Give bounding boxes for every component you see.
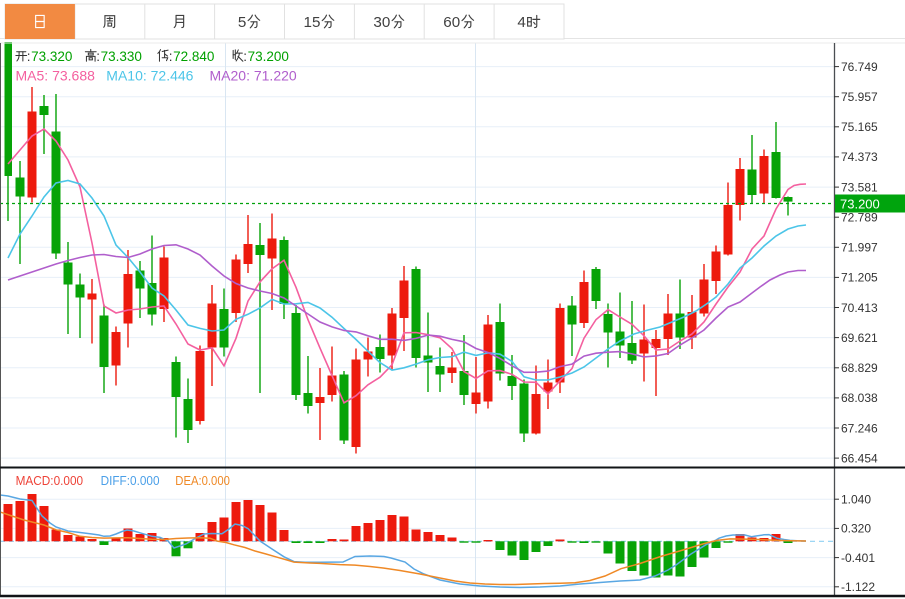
svg-text:72.789: 72.789 xyxy=(841,211,878,225)
svg-text:67.246: 67.246 xyxy=(841,421,878,435)
svg-text:0.320: 0.320 xyxy=(841,522,871,536)
svg-text:71.997: 71.997 xyxy=(841,241,878,255)
svg-text:75.165: 75.165 xyxy=(841,120,878,134)
svg-text:73.330: 73.330 xyxy=(101,49,142,64)
svg-text:73.200: 73.200 xyxy=(840,196,880,211)
svg-text:DEA:0.000: DEA:0.000 xyxy=(175,474,230,488)
svg-text:75.957: 75.957 xyxy=(841,90,878,104)
svg-text:MACD:0.000: MACD:0.000 xyxy=(16,474,84,488)
svg-text:DIFF:0.000: DIFF:0.000 xyxy=(101,474,160,488)
svg-text:MA5: 73.688: MA5: 73.688 xyxy=(16,67,96,83)
svg-text:72.840: 72.840 xyxy=(173,49,214,64)
svg-text:66.454: 66.454 xyxy=(841,451,878,465)
svg-text:71.205: 71.205 xyxy=(841,271,878,285)
svg-text:1.040: 1.040 xyxy=(841,493,871,507)
svg-text:5: 5 xyxy=(238,14,246,31)
svg-text:69.621: 69.621 xyxy=(841,331,878,345)
svg-text::: : xyxy=(27,49,31,64)
svg-text:73.581: 73.581 xyxy=(841,180,878,194)
svg-text:15: 15 xyxy=(304,14,321,31)
svg-text:76.749: 76.749 xyxy=(841,60,878,74)
svg-text::: : xyxy=(243,49,247,64)
svg-text:-1.122: -1.122 xyxy=(841,580,875,594)
svg-text:30: 30 xyxy=(373,14,390,31)
svg-text:MA20: 71.220: MA20: 71.220 xyxy=(210,67,297,83)
svg-text:73.320: 73.320 xyxy=(31,49,72,64)
svg-text:74.373: 74.373 xyxy=(841,150,878,164)
svg-text:73.200: 73.200 xyxy=(248,49,289,64)
svg-text:4: 4 xyxy=(517,14,525,31)
svg-text:68.829: 68.829 xyxy=(841,361,878,375)
svg-text:68.038: 68.038 xyxy=(841,391,878,405)
svg-text:70.413: 70.413 xyxy=(841,301,878,315)
svg-text:MA10: 72.446: MA10: 72.446 xyxy=(106,67,193,83)
svg-text::: : xyxy=(96,49,100,64)
svg-text::: : xyxy=(169,49,173,64)
svg-text:-0.401: -0.401 xyxy=(841,551,875,565)
svg-text:60: 60 xyxy=(443,14,460,31)
